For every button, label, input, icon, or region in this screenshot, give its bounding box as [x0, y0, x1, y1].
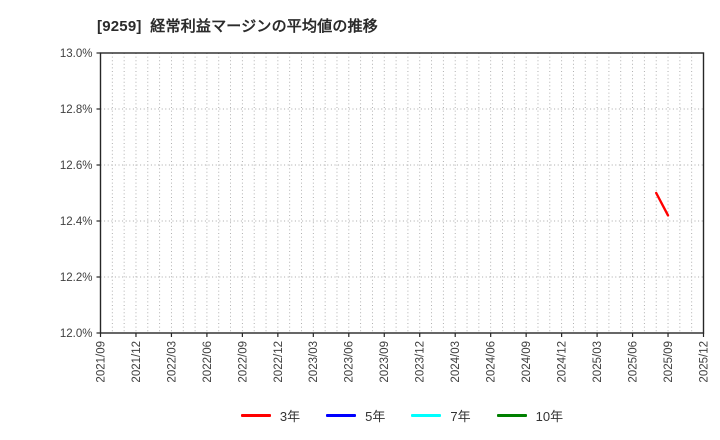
- x-tick-label: 2025/03: [592, 341, 604, 383]
- x-tick-label: 2025/12: [698, 341, 710, 383]
- legend-item-10y: 10年: [496, 406, 564, 425]
- legend-label-5y: 5年: [365, 408, 386, 424]
- x-tick-label: 2024/12: [557, 341, 569, 383]
- x-tick-label: 2021/12: [131, 341, 143, 383]
- y-tick-label: 12.0%: [60, 328, 93, 340]
- y-tick-label: 12.4%: [60, 216, 93, 228]
- plot-border: [99, 52, 705, 334]
- x-tick-label: 2024/06: [486, 341, 498, 383]
- y-tick-label: 12.8%: [60, 104, 93, 116]
- y-tick-label: 12.2%: [60, 272, 93, 284]
- x-tick-label: 2023/06: [344, 341, 356, 383]
- y-tick-label: 12.6%: [60, 160, 93, 172]
- y-tick-label: 13.0%: [60, 48, 93, 60]
- legend-label-7y: 7年: [450, 408, 471, 424]
- x-tick-label: 2023/09: [379, 341, 391, 383]
- x-tick-label: 2023/03: [308, 341, 320, 383]
- legend-item-5y: 5年: [326, 406, 385, 425]
- chart-legend: 3年 5年 7年 10年: [100, 403, 704, 427]
- legend-line-swatch-5y: [326, 413, 357, 417]
- x-tick-label: 2022/06: [202, 341, 214, 383]
- chart-title: [9259] 経常利益マージンの平均値の推移: [97, 18, 378, 35]
- x-tick-label: 2023/12: [415, 341, 427, 383]
- legend-line-swatch-7y: [411, 413, 442, 417]
- legend-label-3y: 3年: [279, 408, 301, 424]
- x-tick-label: 2022/12: [273, 341, 285, 383]
- x-tick-label: 2024/09: [521, 341, 533, 383]
- x-tick-label: 2022/09: [237, 341, 249, 383]
- legend-line-swatch-10y: [496, 413, 527, 417]
- legend-label-10y: 10年: [535, 408, 564, 424]
- x-tick-label: 2024/03: [450, 341, 462, 383]
- x-tick-label: 2025/06: [627, 341, 639, 383]
- legend-item-7y: 7年: [411, 406, 471, 425]
- series-line-3年: [655, 191, 670, 217]
- x-tick-label: 2021/09: [95, 341, 107, 383]
- x-tick-label: 2025/09: [663, 341, 675, 383]
- x-tick-label: 2022/03: [166, 341, 178, 383]
- legend-line-swatch-3y: [240, 413, 271, 417]
- legend-item-3y: 3年: [240, 406, 301, 425]
